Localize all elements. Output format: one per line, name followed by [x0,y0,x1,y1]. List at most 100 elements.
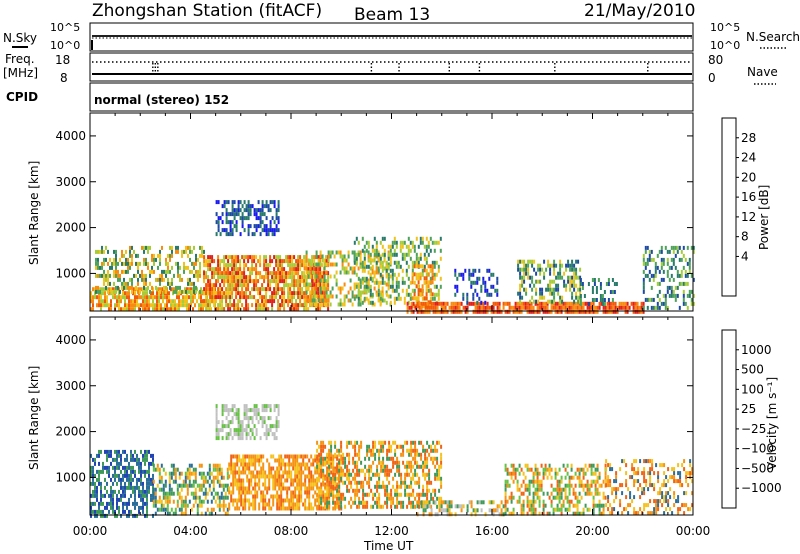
power-cell [176,303,178,308]
power-cell [146,291,148,296]
velocity-cell [388,456,391,461]
power-cell [613,282,616,286]
velocity-cell [126,505,128,510]
velocity-cell [272,486,275,491]
velocity-cell [386,448,389,453]
velocity-cell [324,476,327,481]
velocity-cell [255,428,258,433]
velocity-cell [352,444,355,449]
power-cell [237,283,240,288]
power-cell [192,295,194,300]
velocity-cell [532,471,535,476]
velocity-cell [104,485,106,490]
power-cell [321,286,324,291]
velocity-cell [350,496,353,501]
power-cell [419,288,422,293]
velocity-cell [542,491,545,496]
velocity-cell [221,428,224,433]
power-cell [575,291,578,296]
velocity-cell [221,424,224,429]
power-cell [371,276,374,281]
power-cell [381,298,384,303]
velocity-cell [430,444,433,449]
velocity-cell [322,456,325,461]
power-cell [97,257,99,262]
power-cell [558,301,561,306]
power-cell [204,303,206,308]
velocity-cell [314,482,317,487]
velocity-cell [458,504,461,509]
power-cell [283,303,286,308]
velocity-cell [326,490,329,495]
power-cell [343,298,346,303]
velocity-cell [382,440,385,445]
power-cell [257,299,260,304]
velocity-cell [398,468,401,473]
power-cell [177,273,179,278]
power-cell [92,299,94,304]
velocity-cell [94,501,96,506]
velocity-cell [292,490,295,495]
velocity-cell [228,502,231,507]
power-cell [357,240,360,245]
velocity-cell [544,463,547,468]
velocity-cell [128,461,130,466]
velocity-cell [526,503,529,508]
velocity-cell [428,468,431,473]
power-cell [684,257,687,262]
velocity-cell [266,502,269,507]
nsky-label: N.Sky [3,31,37,45]
velocity-cell [418,440,421,445]
power-cell [189,245,191,250]
velocity-cell [214,499,217,504]
power-cell [329,302,332,307]
power-cell [401,252,404,257]
velocity-cell [414,456,417,461]
velocity-cell [150,453,152,458]
velocity-cell [300,494,303,499]
power-cell [558,309,561,314]
power-cell [145,277,147,282]
power-cell [517,291,520,296]
power-cell [227,287,230,292]
velocity-cell [518,463,521,468]
velocity-cell [254,498,257,503]
power-cell [327,254,330,259]
power-cell [431,272,434,277]
power-cell [95,257,97,262]
velocity-cell [526,463,529,468]
power-cell [235,303,238,308]
velocity-cell [243,404,246,409]
velocity-cell [354,452,357,457]
power-cell [178,299,180,304]
power-cell [381,244,384,249]
velocity-cell [118,465,120,470]
velocity-cell [394,452,397,457]
velocity-cell [310,506,313,511]
power-cell [265,259,268,264]
velocity-cell [322,468,325,473]
power-cell [243,255,246,260]
power-cell [549,267,552,272]
velocity-cell [160,463,163,468]
power-cell [229,291,232,296]
power-cell [682,265,685,270]
velocity-cell [380,464,383,469]
velocity-cell [140,465,142,470]
velocity-cell [258,478,261,483]
power-cell [184,295,186,300]
power-cell [387,272,390,277]
power-cell [275,291,278,296]
power-cell [494,301,497,306]
power-cell [229,279,232,284]
velocity-cell [384,492,387,497]
velocity-cell [264,502,267,507]
power-cell [267,204,270,209]
velocity-cell [316,454,319,459]
power-cell [227,267,230,272]
power-cell [361,260,364,265]
velocity-cell [332,506,335,511]
power-cell [305,250,308,255]
power-cell [381,292,384,297]
power-cell [97,265,99,270]
